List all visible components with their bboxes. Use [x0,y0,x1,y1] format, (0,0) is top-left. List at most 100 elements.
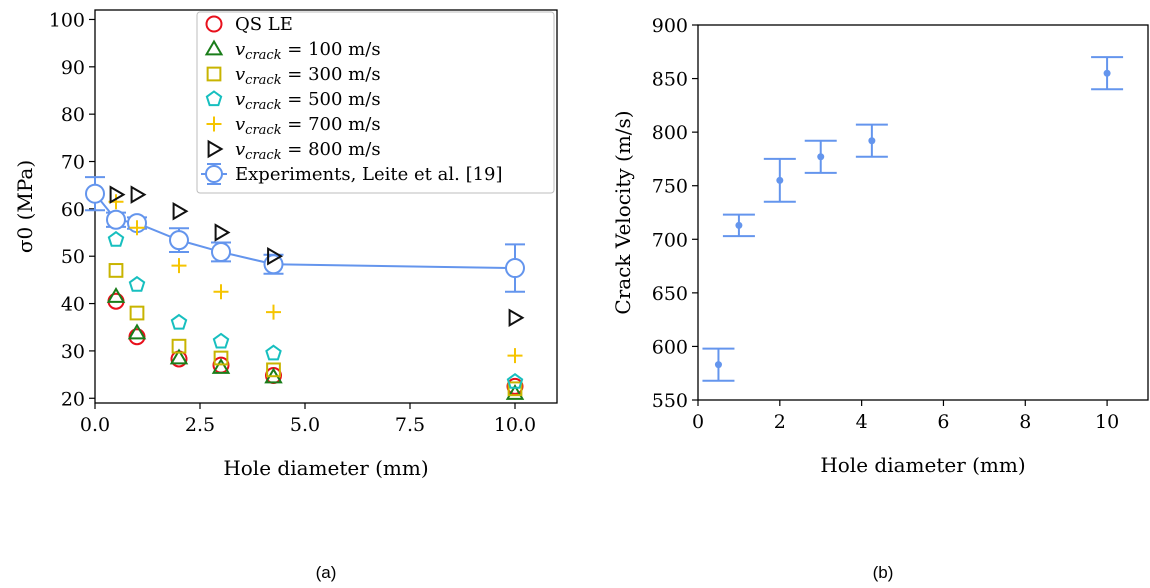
data-point-series-0 [128,328,146,346]
y-tick-label: 50 [61,246,85,268]
experiment-point [85,183,105,204]
ticks-a: 0.0 2.5 5.0 7.5 10.0 20 30 40 50 60 70 80 90 100 [49,9,536,436]
experiment-point [505,258,525,279]
legend-marker [205,15,223,33]
y-tick-label: 750 [652,176,688,198]
data-point-series-5 [109,185,126,204]
experiment-point [106,209,126,230]
data-point-series-1 [106,286,126,303]
marks-b [702,56,1124,382]
data-point-series-5 [172,201,189,221]
y-tick-label: 80 [61,104,85,126]
data-point-series-3 [107,230,125,247]
x-tick-label: 5.0 [290,414,320,436]
x-tick-label: 10 [1095,411,1119,433]
y-tick-label: 550 [652,390,688,412]
x-tick-label: 6 [937,411,949,433]
x-tick-label: 0 [692,411,704,433]
legend-marker [205,90,223,107]
y-tick-label: 60 [61,199,85,221]
data-point-series-1 [169,348,189,365]
y-axis-label-a: σ0 (MPa) [13,160,37,253]
velocity-point [868,137,876,145]
marks-a [85,176,525,400]
x-tick-label: 2.5 [185,414,215,436]
x-tick-label: 2 [774,411,786,433]
velocity-point [817,153,825,161]
data-point-series-5 [508,308,525,328]
data-point-series-2 [266,362,281,378]
x-tick-label: 8 [1019,411,1031,433]
panel-label-a: (a) [316,563,337,582]
y-tick-label: 650 [652,283,688,305]
panel-a: 0.0 2.5 5.0 7.5 10.0 20 30 40 50 60 70 80 90 100 Hole… [13,9,558,582]
y-tick-label: 900 [652,15,688,37]
data-point-series-5 [214,223,231,242]
data-point-series-5 [130,185,147,204]
experiment-line [94,193,516,270]
data-point-series-5 [267,246,283,266]
legend-entry: vcrack = 500 m/s [235,89,381,113]
y-tick-label: 600 [652,336,688,358]
velocity-point [714,361,722,369]
y-tick-label: 20 [61,388,85,410]
velocity-point [1103,69,1111,77]
y-tick-label: 40 [61,294,85,316]
x-tick-label: 10.0 [494,414,536,436]
plot-frame-b [697,24,1149,401]
experiment-point [169,230,189,251]
legend-entry: vcrack = 100 m/s [235,39,381,63]
data-point-series-4 [507,348,523,364]
data-point-series-3 [170,313,188,330]
ticks-b: 0 2 4 6 8 10 550 600 650 700 750 800 850 900 [652,15,1119,433]
legend-marker [207,139,224,159]
legend-marker [205,165,223,183]
data-point-series-4 [129,220,145,236]
velocity-point [735,221,743,229]
data-point-series-4 [266,304,281,320]
legend-entry: vcrack = 700 m/s [235,114,381,138]
y-tick-label: 90 [61,57,85,79]
data-point-series-2 [171,338,187,354]
legend-entry: vcrack = 800 m/s [235,139,381,163]
y-tick-label: 850 [652,69,688,91]
y-tick-label: 70 [61,152,85,174]
x-tick-label: 4 [856,411,868,433]
legend-entry: vcrack = 300 m/s [235,64,381,88]
x-axis-label-a: Hole diameter (mm) [223,456,428,480]
data-point-series-2 [507,381,523,397]
y-tick-label: 30 [61,341,85,363]
data-point-series-1 [211,357,231,374]
x-axis-label-b: Hole diameter (mm) [820,453,1025,477]
panel-b: 0 2 4 6 8 10 550 600 650 700 750 800 850 900 Hole dia… [611,15,1149,582]
data-point-series-2 [129,305,145,321]
data-point-series-3 [128,275,146,292]
data-point-series-1 [505,384,525,400]
panel-label-b: (b) [873,563,894,582]
experiment-point [211,241,231,262]
velocity-point [776,176,784,184]
y-tick-label: 100 [49,9,85,31]
data-point-series-2 [213,350,229,366]
legend-entry: QS LE [235,14,293,35]
legend-marker [206,116,222,132]
y-tick-label: 700 [652,229,688,251]
data-point-series-3 [506,372,524,389]
legend-marker [206,66,222,82]
data-point-series-3 [265,344,282,361]
data-point-series-3 [212,332,230,349]
data-point-series-4 [213,284,229,300]
data-point-series-1 [127,323,147,340]
legend-box [196,11,555,194]
y-tick-label: 800 [652,122,688,144]
y-axis-label-b: Crack Velocity (m/s) [611,110,635,314]
x-tick-label: 0.0 [80,414,110,436]
x-tick-label: 7.5 [395,414,425,436]
data-point-series-0 [506,377,524,395]
legend-entry: Experiments, Leite et al. [19] [235,164,503,185]
legend-marker [204,39,224,56]
data-point-series-4 [171,258,187,274]
data-point-series-2 [108,263,124,278]
